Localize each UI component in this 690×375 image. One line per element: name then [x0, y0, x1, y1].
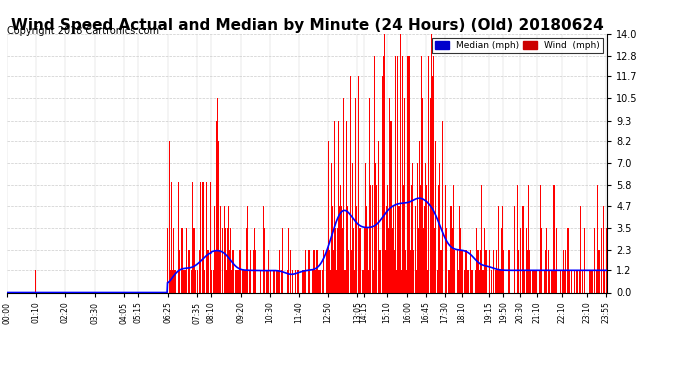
Title: Wind Speed Actual and Median by Minute (24 Hours) (Old) 20180624: Wind Speed Actual and Median by Minute (…: [10, 18, 604, 33]
Legend: Median (mph), Wind  (mph): Median (mph), Wind (mph): [433, 38, 602, 53]
Text: Copyright 2018 Cartronics.com: Copyright 2018 Cartronics.com: [7, 26, 159, 36]
